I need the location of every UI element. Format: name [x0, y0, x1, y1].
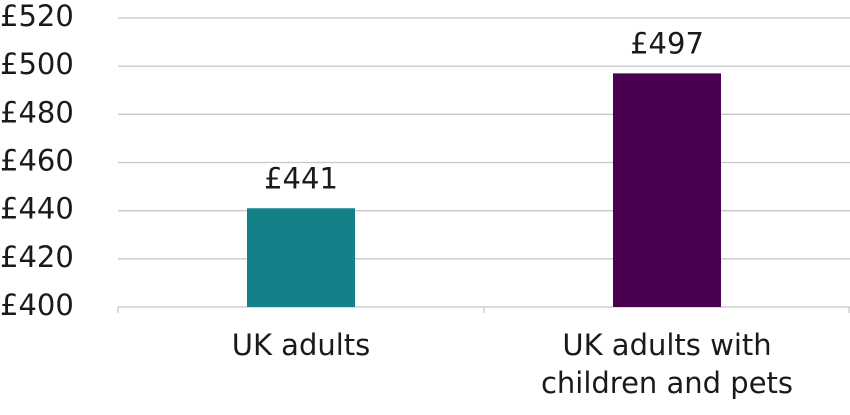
value-label: £497	[630, 26, 704, 60]
y-tick-label: £460	[0, 144, 74, 178]
value-label: £441	[264, 161, 338, 195]
y-tick-label: £520	[0, 0, 74, 33]
y-tick-label: £420	[0, 240, 74, 274]
y-tick-label: £500	[0, 47, 74, 81]
bar	[247, 208, 355, 307]
y-tick-label: £400	[0, 288, 74, 322]
x-tick-label: UK adults	[231, 328, 371, 362]
bar	[613, 73, 721, 308]
x-tick-label: UK adults with children and pets	[540, 328, 794, 400]
y-tick-label: £480	[0, 95, 74, 129]
y-tick-label: £440	[0, 192, 74, 226]
